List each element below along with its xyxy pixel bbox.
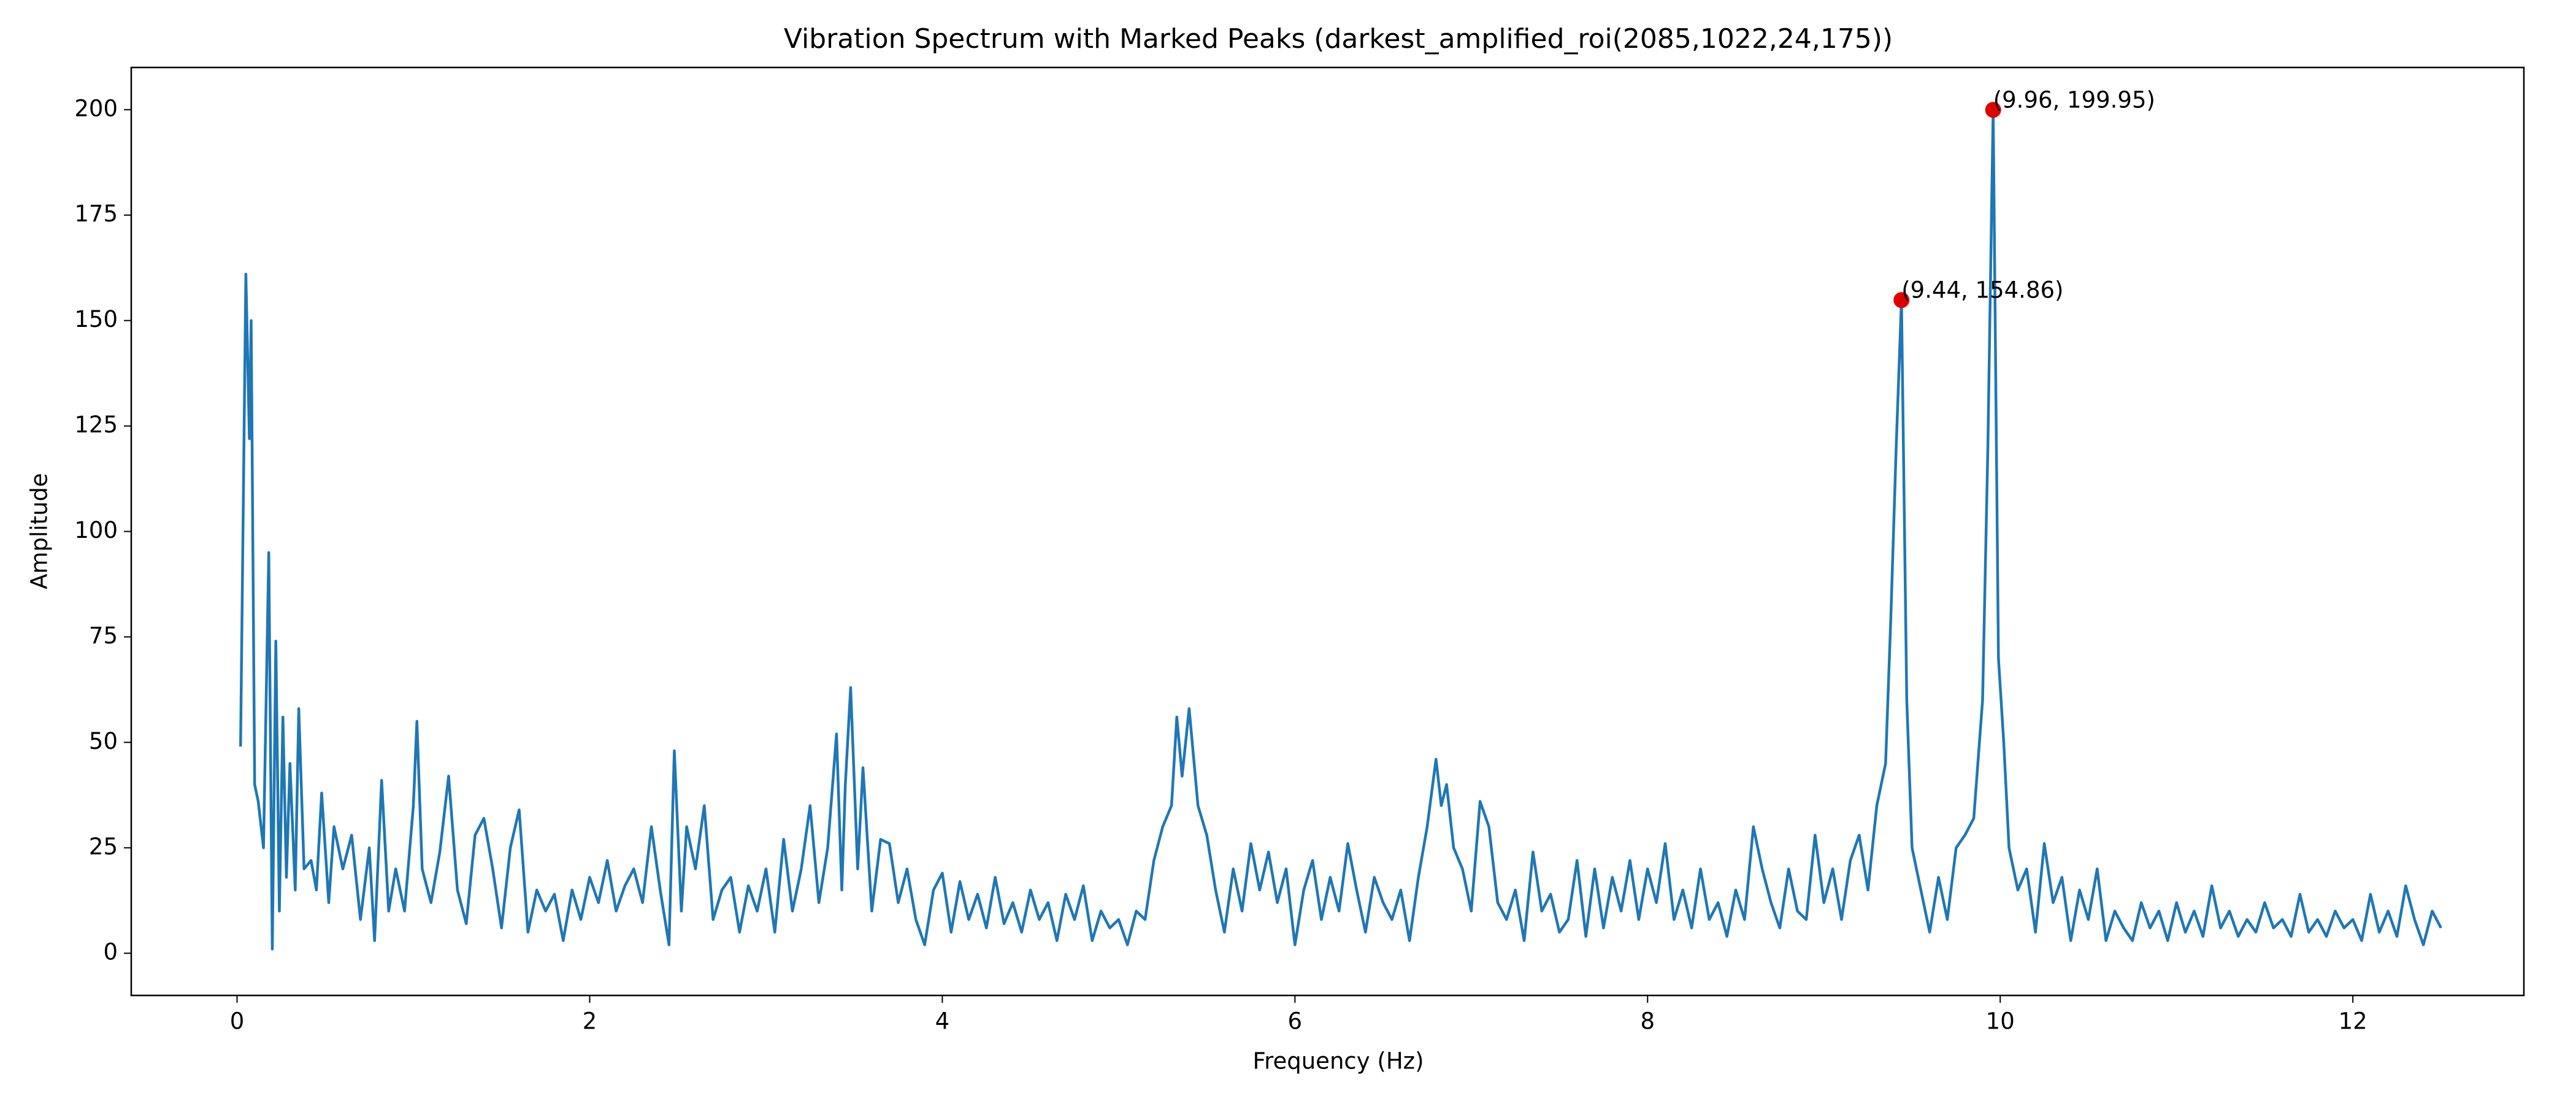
plot-frame xyxy=(130,66,2525,997)
y-tick-label: 100 xyxy=(74,517,118,543)
x-tick-label: 0 xyxy=(230,1008,245,1035)
peak-label: (9.96, 199.95) xyxy=(1993,87,2155,113)
spectrum-line xyxy=(239,108,2442,951)
x-tick-label: 8 xyxy=(1640,1008,1655,1035)
x-tick-label: 12 xyxy=(2339,1008,2367,1035)
x-tick-label: 10 xyxy=(1986,1008,2015,1035)
y-tick-label: 75 xyxy=(89,623,118,649)
y-tick-label: 25 xyxy=(89,834,118,860)
y-tick-label: 150 xyxy=(74,306,118,332)
y-tick-label: 175 xyxy=(74,201,118,227)
x-tick-label: 6 xyxy=(1288,1008,1303,1035)
peak-marker xyxy=(1985,102,2001,118)
chart-title: Vibration Spectrum with Marked Peaks (da… xyxy=(784,23,1893,55)
peak-label: (9.44, 154.86) xyxy=(1901,277,2063,304)
x-tick-label: 4 xyxy=(935,1008,950,1035)
y-tick-label: 0 xyxy=(103,939,118,965)
y-tick-label: 200 xyxy=(74,95,118,121)
x-tick-label: 2 xyxy=(583,1008,597,1035)
peak-marker xyxy=(1893,292,1910,309)
x-axis-label: Frequency (Hz) xyxy=(1252,1048,1424,1075)
y-tick-label: 125 xyxy=(74,412,118,438)
y-tick-label: 50 xyxy=(89,728,118,754)
y-axis-label: Amplitude xyxy=(26,473,53,589)
